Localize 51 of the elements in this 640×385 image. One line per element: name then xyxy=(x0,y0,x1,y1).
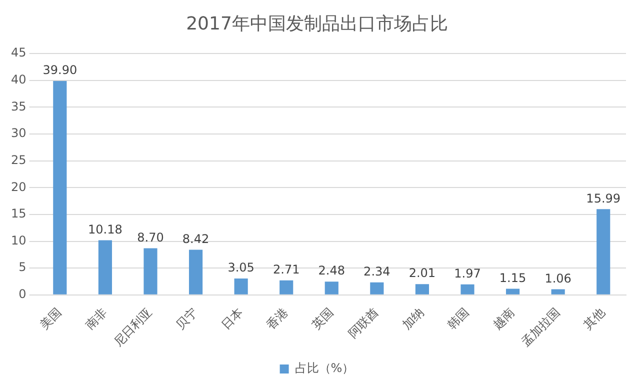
chart-title: 2017年中国发制品出口市场占比 xyxy=(186,13,448,34)
x-tick-label: 日本 xyxy=(218,305,246,332)
y-tick-label: 20 xyxy=(10,180,26,194)
bar xyxy=(280,280,294,294)
bar xyxy=(551,289,565,294)
legend-label: 占比（%） xyxy=(294,361,354,376)
data-label: 2.71 xyxy=(272,262,300,276)
x-tick-label: 韩国 xyxy=(444,305,472,332)
data-label: 2.01 xyxy=(408,266,436,280)
x-tick-label: 英国 xyxy=(309,305,336,332)
y-tick-label: 15 xyxy=(10,206,26,221)
bar xyxy=(460,284,474,294)
y-tick-label: 25 xyxy=(10,152,26,167)
y-tick-label: 45 xyxy=(10,46,26,60)
y-tick-label: 0 xyxy=(18,287,26,301)
bar xyxy=(415,284,429,294)
data-label: 8.42 xyxy=(182,232,210,246)
data-label: 1.97 xyxy=(454,266,481,280)
data-label: 2.48 xyxy=(318,264,345,278)
y-tick-label: 35 xyxy=(10,99,26,114)
x-tick-label: 其他 xyxy=(580,305,608,332)
bar xyxy=(188,250,203,294)
bar xyxy=(53,80,67,294)
x-tick-label: 孟加拉国 xyxy=(518,305,562,350)
data-label: 8.70 xyxy=(137,230,164,244)
bar xyxy=(324,282,338,294)
x-tick-label: 美国 xyxy=(37,305,64,332)
data-label: 39.90 xyxy=(42,63,78,78)
bar xyxy=(98,240,112,294)
x-tick-label: 贝宁 xyxy=(173,305,200,332)
y-tick-label: 40 xyxy=(10,72,26,87)
x-tick-label: 阿联酋 xyxy=(346,305,382,341)
bar xyxy=(370,282,384,294)
bar xyxy=(234,278,248,294)
x-tick-label: 香港 xyxy=(264,305,291,332)
x-tick-label: 尼日利亚 xyxy=(110,305,155,350)
x-tick-label: 南非 xyxy=(82,305,110,332)
data-label: 1.06 xyxy=(544,271,572,286)
data-label: 15.99 xyxy=(586,191,621,206)
data-label: 3.05 xyxy=(228,260,254,275)
data-label: 10.18 xyxy=(88,222,122,236)
bar xyxy=(596,209,610,294)
y-tick-label: 10 xyxy=(10,233,26,248)
y-tick-label: 5 xyxy=(18,260,26,274)
data-label: 2.34 xyxy=(364,264,390,278)
y-tick-label: 30 xyxy=(10,126,26,140)
bar xyxy=(506,288,520,294)
x-tick-label: 加纳 xyxy=(400,305,427,332)
bar xyxy=(144,248,158,294)
data-label: 1.15 xyxy=(499,270,526,285)
x-tick-label: 越南 xyxy=(490,305,518,332)
